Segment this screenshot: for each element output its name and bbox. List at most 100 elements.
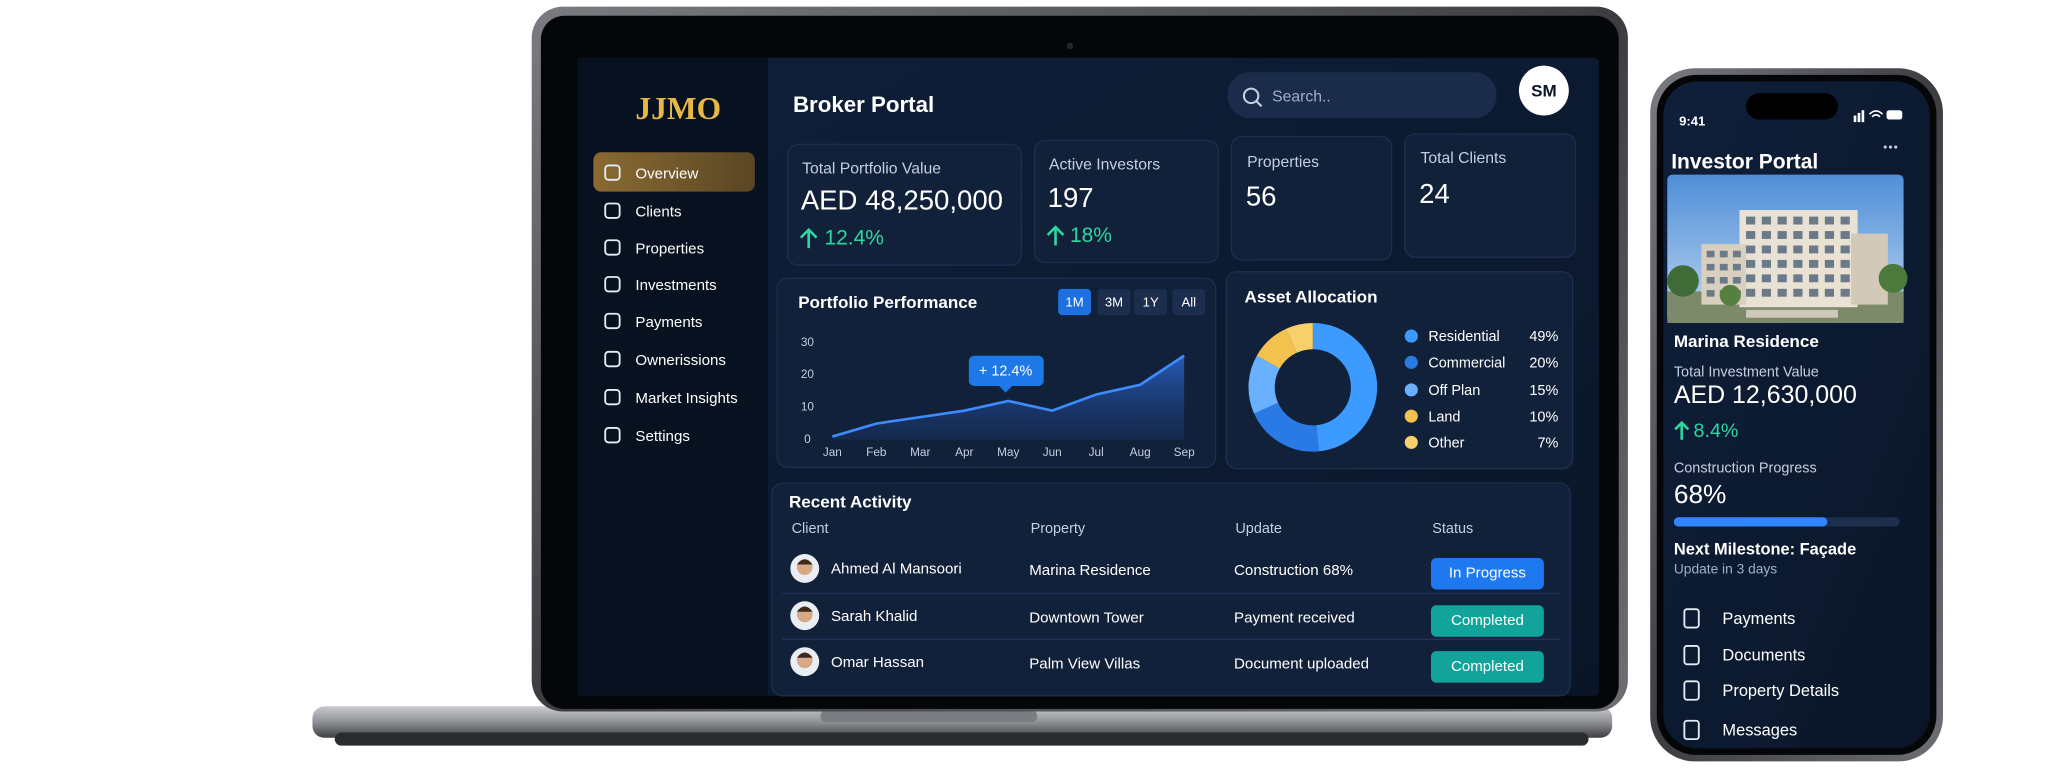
legend-label: Other	[1428, 436, 1464, 452]
menu-item[interactable]: Messages	[1722, 722, 1797, 740]
more-icon[interactable]	[1883, 145, 1887, 149]
window	[1824, 274, 1835, 283]
window	[1824, 231, 1835, 239]
client-hair	[796, 606, 813, 612]
page-title: Broker Portal	[793, 92, 934, 117]
camera	[1066, 42, 1074, 50]
nav-item[interactable]: Investments	[635, 277, 716, 294]
range-button[interactable]	[1134, 288, 1168, 316]
menu-item[interactable]: Documents	[1722, 647, 1805, 665]
progress-bar	[1673, 517, 1828, 527]
y-tick-label: 20	[801, 367, 815, 381]
menu-icon	[1683, 719, 1700, 741]
y-tick-label: 0	[804, 432, 811, 446]
nav-icon	[604, 427, 621, 444]
menu-icon	[1683, 608, 1700, 629]
y-tick-label: 10	[801, 400, 815, 414]
x-tick-label: Sep	[1174, 445, 1195, 459]
status: In Progress	[1449, 565, 1526, 582]
status: Completed	[1451, 658, 1524, 675]
nav-item[interactable]: Overview	[635, 166, 698, 183]
range-label: 1M	[1065, 295, 1083, 310]
range-button[interactable]	[1058, 288, 1091, 316]
legend-dot	[1404, 355, 1418, 369]
status-pill[interactable]	[1430, 651, 1544, 683]
performance-title: Portfolio Performance	[798, 293, 977, 312]
nav-item[interactable]: Market Insights	[635, 390, 737, 407]
window	[1746, 259, 1756, 268]
window	[1706, 250, 1715, 258]
window	[1746, 216, 1756, 225]
logo: JJMO	[635, 91, 721, 126]
avatar-initials: SM	[1531, 81, 1557, 100]
signal-icon	[1861, 110, 1865, 123]
allocation-chart: Residential 49% Commercial 20% Off Plan 15% La…	[1248, 322, 1558, 452]
window	[1777, 274, 1787, 283]
nav-item[interactable]: Properties	[635, 240, 704, 257]
window	[1840, 231, 1850, 239]
avatar[interactable]	[1518, 65, 1569, 116]
stat-label: Total Clients	[1420, 150, 1506, 167]
window	[1732, 250, 1741, 258]
milestone-note: Update in 3 days	[1674, 561, 1777, 576]
window	[1746, 231, 1756, 239]
stat-change: 12.4%	[824, 226, 884, 249]
nav-item[interactable]: Settings	[635, 428, 689, 445]
nav-item[interactable]: Ownerissions	[635, 352, 726, 369]
nav-icon	[604, 388, 621, 406]
window	[1761, 259, 1771, 268]
stat-change: 18%	[1070, 224, 1112, 247]
phone-title: Investor Portal	[1671, 150, 1818, 173]
window	[1746, 274, 1756, 283]
legend-label: Residential	[1428, 329, 1499, 345]
annotation-pointer	[999, 385, 1013, 393]
stat-value: 197	[1048, 182, 1094, 213]
path	[1746, 309, 1838, 318]
window	[1777, 216, 1787, 225]
range-button[interactable]	[1097, 288, 1131, 316]
update: Document uploaded	[1234, 655, 1369, 672]
stat-card	[1230, 135, 1393, 261]
legend-label: Off Plan	[1428, 383, 1480, 399]
allocation-title: Asset Allocation	[1245, 288, 1378, 307]
status-pill[interactable]	[1430, 557, 1544, 590]
performance-area	[832, 355, 1185, 440]
update: Construction 68%	[1234, 562, 1353, 579]
window	[1840, 288, 1850, 297]
window	[1824, 259, 1835, 268]
status: Completed	[1451, 612, 1524, 629]
search-icon	[1242, 87, 1260, 105]
performance-line	[831, 354, 1185, 438]
client-name: Omar Hassan	[831, 654, 924, 671]
stat-card	[787, 143, 1023, 266]
window	[1824, 245, 1835, 254]
window	[1824, 288, 1835, 297]
column-header: Property	[1031, 521, 1086, 537]
range-button[interactable]	[1172, 288, 1206, 316]
nav-list: Overview Clients Properties Investments Paym…	[604, 164, 738, 445]
nav-item[interactable]: Payments	[635, 314, 702, 331]
milestone: Next Milestone: Façade	[1674, 540, 1856, 558]
window	[1793, 288, 1803, 297]
nav-icon	[604, 312, 621, 330]
legend-label: Commercial	[1428, 355, 1505, 371]
menu-item[interactable]: Payments	[1722, 610, 1795, 628]
column-header: Update	[1235, 521, 1282, 537]
search-box[interactable]	[1227, 72, 1497, 119]
progress-label: 68%	[1674, 479, 1727, 509]
window	[1793, 216, 1803, 225]
activity-title: Recent Activity	[789, 492, 912, 511]
x-tick-label: Jul	[1089, 445, 1104, 459]
nav-item[interactable]: Clients	[635, 204, 681, 221]
x-tick-label: May	[997, 445, 1019, 459]
window	[1840, 216, 1850, 225]
window	[1746, 288, 1756, 297]
window	[1809, 274, 1819, 283]
property-name: Marina Residence	[1029, 562, 1151, 579]
window	[1746, 245, 1756, 254]
stat-value: AED 48,250,000	[801, 184, 1003, 215]
status-pill[interactable]	[1430, 605, 1544, 637]
window	[1719, 263, 1728, 271]
menu-item[interactable]: Property Details	[1722, 682, 1839, 700]
